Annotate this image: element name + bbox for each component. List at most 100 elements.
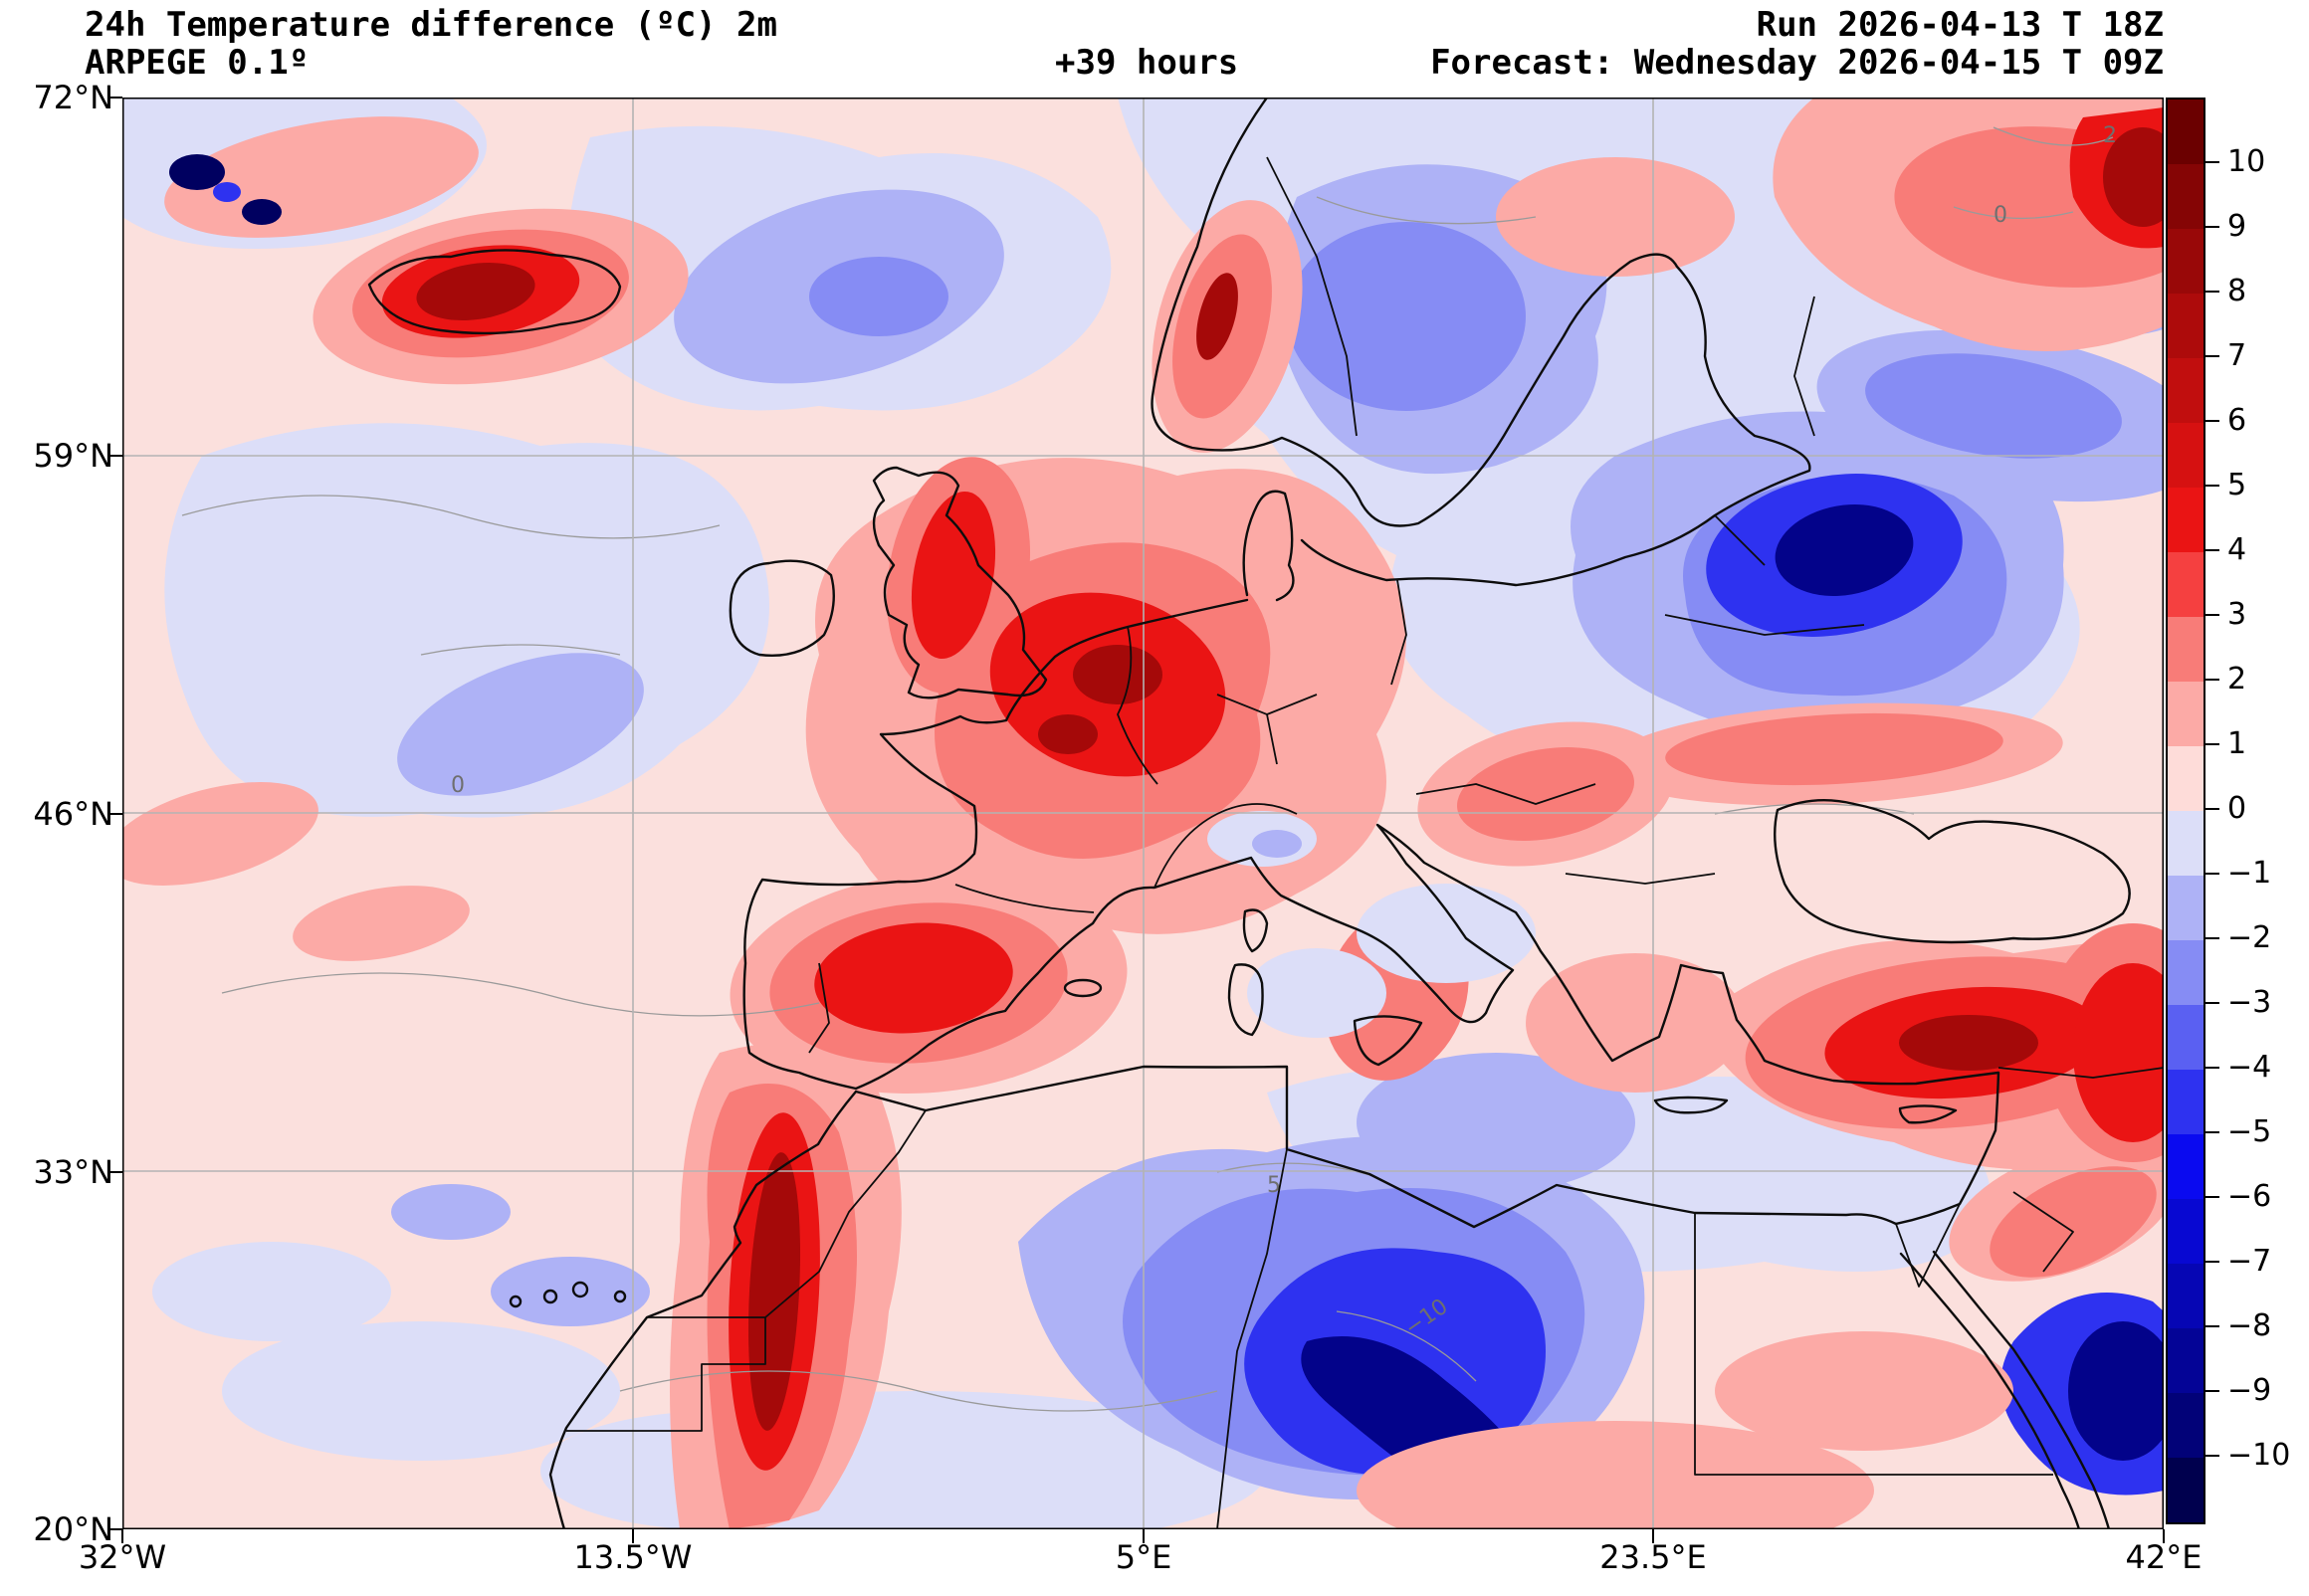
colorbar-tick-mark (2204, 1067, 2219, 1069)
colorbar-segment (2168, 1458, 2204, 1522)
colorbar-tick-mark (2204, 355, 2219, 357)
colorbar-tick-mark (2204, 937, 2219, 939)
lat-tick-label: 59°N (33, 437, 113, 475)
forecast-label: Forecast: Wednesday 2026-04-15 T 09Z (1430, 43, 2164, 83)
colorbar-segment (2168, 164, 2204, 229)
colorbar-tick-mark (2204, 1390, 2219, 1392)
colorbar-tick-mark (2204, 1455, 2219, 1457)
colorbar-segment (2168, 488, 2204, 552)
colorbar-tick-mark (2204, 808, 2219, 810)
warm-anomaly-regions (122, 98, 2164, 1529)
colorbar-tick-mark (2204, 226, 2219, 228)
lon-tick-mark (1143, 1529, 1145, 1543)
model-label: ARPEGE 0.1º (85, 43, 310, 83)
colorbar-tick-mark (2204, 1196, 2219, 1198)
colorbar-tick-label: 2 (2227, 662, 2247, 697)
colorbar-tick-mark (2204, 1261, 2219, 1263)
lon-tick-label: 5°E (1115, 1538, 1172, 1576)
colorbar-segment (2168, 1070, 2204, 1134)
colorbar-tick-label: 5 (2227, 468, 2247, 502)
contour-label: 0 (1994, 203, 2007, 228)
colorbar-segment (2168, 940, 2204, 1005)
colorbar-tick-mark (2204, 485, 2219, 487)
lead-time-label: +39 hours (1055, 43, 1239, 83)
contour-lines: 2 0 0 −10 5 (181, 123, 2117, 1412)
colorbar-tick-label: −9 (2227, 1373, 2272, 1408)
colorbar-segment (2168, 811, 2204, 876)
country-borders (566, 156, 2164, 1529)
colorbar-tick-label: 10 (2227, 144, 2266, 179)
colorbar-tick-label: 6 (2227, 403, 2247, 438)
colorbar-segment (2168, 1264, 2204, 1328)
colorbar-segment (2168, 1328, 2204, 1393)
lon-tick-mark (632, 1529, 634, 1543)
colorbar (2166, 98, 2205, 1524)
colorbar-tick-mark (2204, 549, 2219, 551)
colorbar-tick-mark (2204, 161, 2219, 163)
lat-tick-label: 33°N (33, 1153, 113, 1191)
colorbar-tick-mark (2204, 743, 2219, 745)
colorbar-tick-mark (2204, 614, 2219, 616)
colorbar-tick-label: −5 (2227, 1114, 2272, 1149)
colorbar-segment (2168, 294, 2204, 358)
gridlines (122, 98, 2164, 1529)
lat-tick-mark (108, 1171, 122, 1173)
colorbar-tick-mark (2204, 873, 2219, 875)
lat-tick-mark (108, 455, 122, 457)
colorbar-tick-label: 3 (2227, 597, 2247, 632)
colorbar-tick-label: 7 (2227, 338, 2247, 373)
colorbar-tick-label: −4 (2227, 1050, 2272, 1085)
lat-tick-mark (108, 1528, 122, 1530)
lat-tick-label: 46°N (33, 795, 113, 833)
colorbar-tick-label: −7 (2227, 1244, 2272, 1279)
colorbar-segment (2168, 423, 2204, 488)
colorbar-tick-mark (2204, 1131, 2219, 1133)
run-label: Run 2026-04-13 T 18Z (1756, 5, 2164, 45)
chart-title: 24h Temperature difference (ºC) 2m (85, 5, 777, 45)
colorbar-segment (2168, 358, 2204, 423)
colorbar-tick-mark (2204, 420, 2219, 422)
lon-tick-label: 42°E (2125, 1538, 2203, 1576)
contour-label: 2 (2103, 123, 2117, 148)
colorbar-tick-label: −6 (2227, 1179, 2272, 1214)
colorbar-segment (2168, 1005, 2204, 1070)
colorbar-segment (2168, 617, 2204, 682)
lat-tick-mark (108, 813, 122, 815)
colorbar-tick-mark (2204, 1002, 2219, 1004)
coastlines (367, 98, 2131, 1529)
colorbar-tick-label: −1 (2227, 856, 2272, 891)
colorbar-segment (2168, 746, 2204, 811)
colorbar-tick-label: 1 (2227, 726, 2247, 761)
lon-tick-label: 32°W (78, 1538, 167, 1576)
colorbar-segment (2168, 876, 2204, 940)
colorbar-tick-label: 4 (2227, 532, 2247, 567)
colorbar-tick-label: 0 (2227, 791, 2247, 826)
lon-tick-mark (2163, 1529, 2165, 1543)
colorbar-segment (2168, 1134, 2204, 1199)
colorbar-tick-label: 9 (2227, 209, 2247, 244)
colorbar-segment (2168, 100, 2204, 164)
colorbar-tick-label: −10 (2227, 1438, 2291, 1473)
contour-label: 5 (1267, 1173, 1281, 1198)
lon-tick-label: 23.5°E (1599, 1538, 1707, 1576)
colorbar-segment (2168, 552, 2204, 617)
lat-tick-label: 72°N (33, 79, 113, 116)
lat-tick-label: 20°N (33, 1510, 113, 1548)
lat-tick-mark (108, 97, 122, 99)
colorbar-tick-mark (2204, 679, 2219, 681)
lon-tick-mark (1652, 1529, 1654, 1543)
colorbar-tick-label: 8 (2227, 274, 2247, 308)
lon-tick-label: 13.5°W (573, 1538, 693, 1576)
colorbar-tick-label: −2 (2227, 920, 2272, 955)
colorbar-tick-mark (2204, 291, 2219, 293)
colorbar-segment (2168, 229, 2204, 294)
map-canvas: 2 0 0 −10 5 (122, 98, 2164, 1529)
lon-tick-mark (121, 1529, 123, 1543)
contour-label: 0 (451, 773, 465, 798)
colorbar-segment (2168, 1199, 2204, 1264)
colorbar-segment (2168, 1393, 2204, 1458)
colorbar-segment (2168, 682, 2204, 746)
colorbar-tick-mark (2204, 1325, 2219, 1327)
colorbar-tick-label: −3 (2227, 985, 2272, 1020)
